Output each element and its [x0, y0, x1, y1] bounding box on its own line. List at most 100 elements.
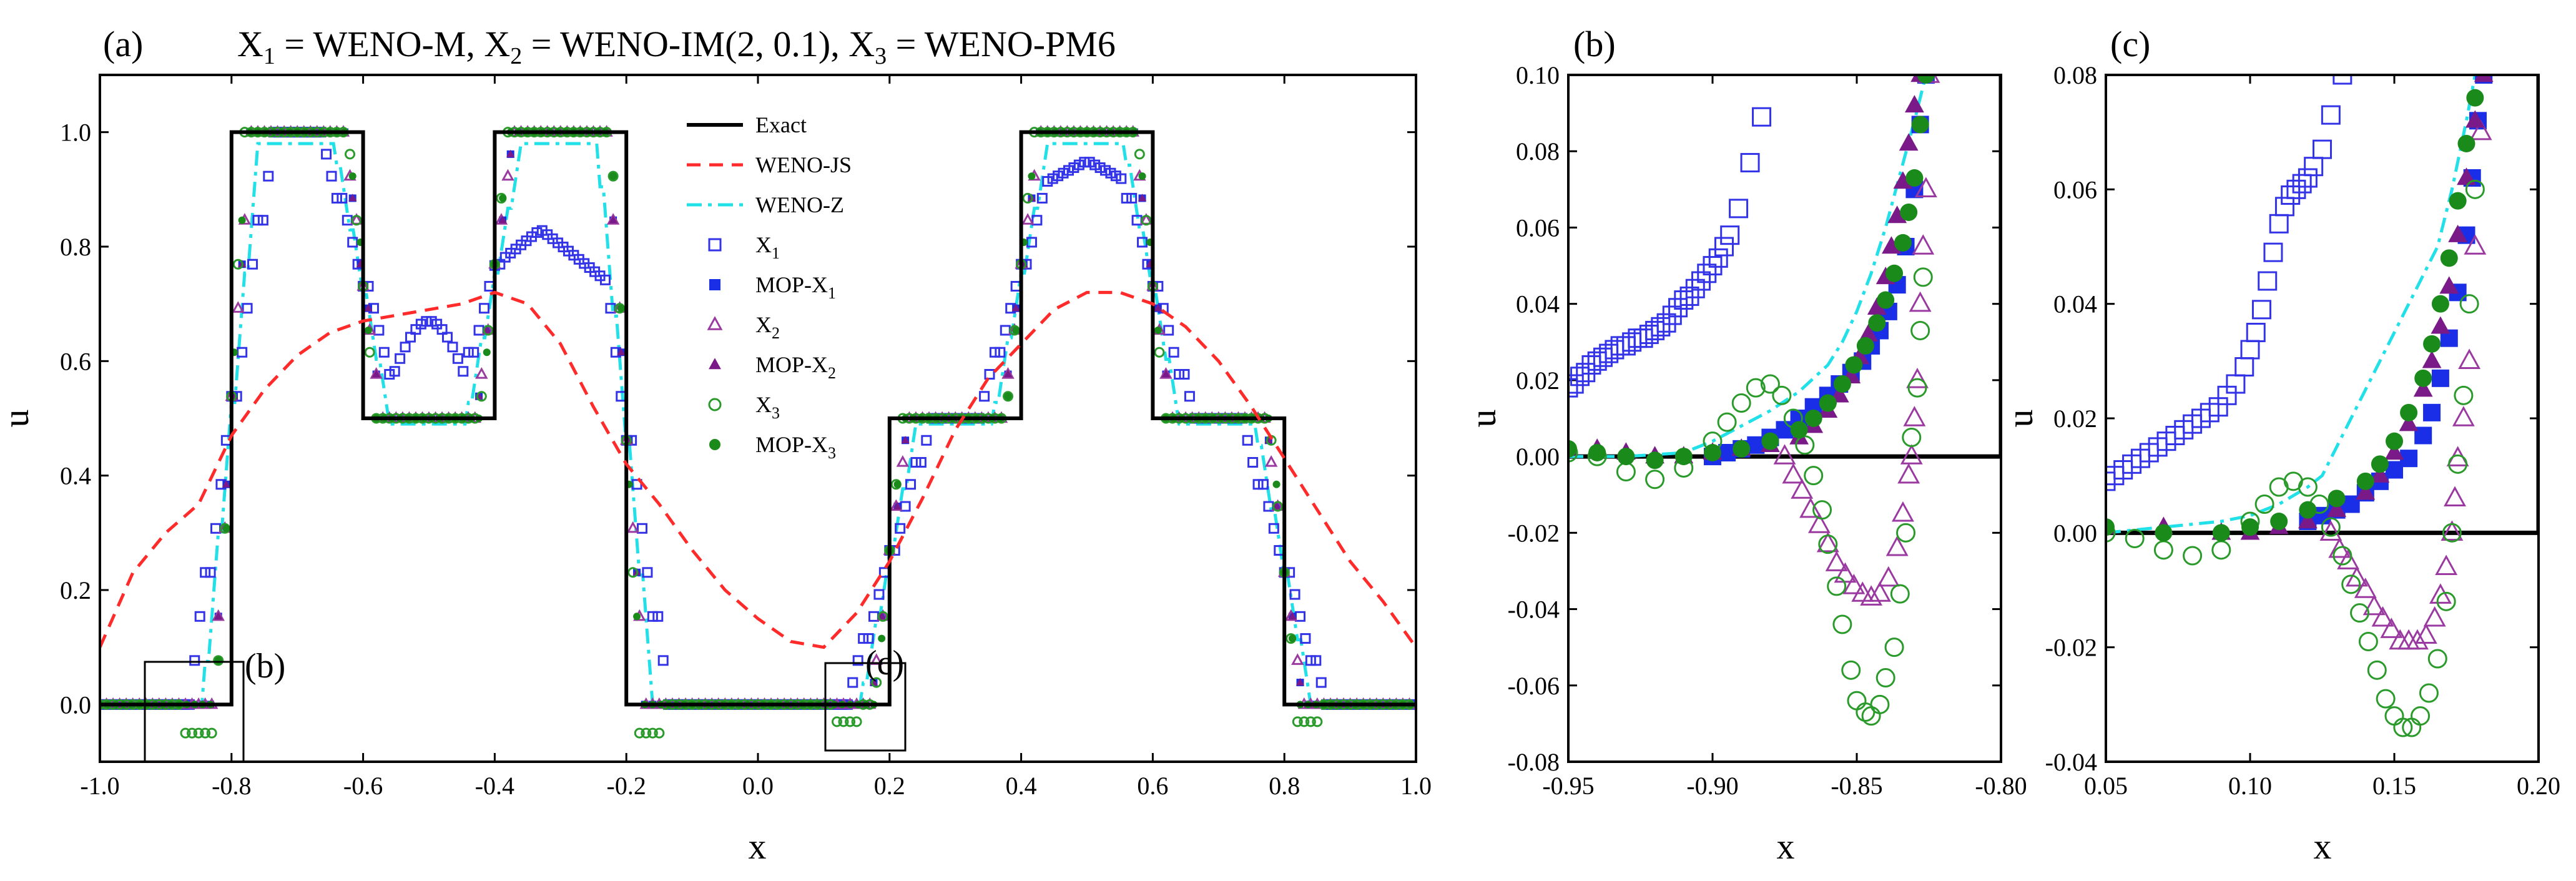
panel-a-legend: Exact WENO-JS WENO-Z X1 MOP-X1 X2 MOP-X2 X3 MOP-…: [687, 112, 852, 462]
point-x2: [1291, 653, 1304, 665]
panel-a-ticks: -1.0 -0.8 -0.6 -0.4 -0.2 0.0 0.2 0.4 0.6 0.8 1.0 0.…: [60, 75, 1432, 800]
point-x2: [2319, 520, 2342, 541]
y-tick-label: 0.02: [2053, 405, 2097, 433]
y-tick-label: -0.02: [1508, 519, 1560, 547]
point-x3: [2436, 591, 2456, 611]
x-tick-label: -0.85: [1831, 772, 1882, 800]
point-x1: [984, 368, 995, 380]
point-mop-x3: [1288, 634, 1296, 642]
point-x1: [1662, 305, 1682, 325]
point-x2: [1912, 234, 1935, 255]
point-x1: [1179, 368, 1190, 380]
point-x2: [2414, 623, 2437, 644]
point-mop-x3: [2457, 135, 2475, 152]
point-mop-x3: [348, 172, 356, 180]
x-tick-label: -0.8: [212, 772, 251, 800]
point-mop-x3: [2466, 89, 2484, 107]
point-mop-x2: [498, 215, 507, 224]
point-x3: [1913, 267, 1933, 287]
x-tick-label: -0.6: [343, 772, 383, 800]
point-x2: [1900, 444, 1923, 465]
point-x3: [2333, 546, 2352, 566]
point-x2: [1891, 501, 1914, 522]
point-x3: [1003, 391, 1014, 402]
point-x1: [2281, 185, 2301, 205]
point-x2: [1825, 551, 1848, 571]
point-x3: [1134, 149, 1145, 160]
point-x1: [1576, 363, 1596, 383]
point-x2: [1799, 497, 1822, 518]
point-x3: [641, 727, 652, 739]
legend-swatch: [709, 439, 720, 450]
y-tick-label: 0.04: [1516, 290, 1560, 318]
point-x3: [1731, 393, 1751, 413]
point-x1: [1720, 225, 1740, 245]
legend-swatch: [708, 398, 722, 411]
legend-item-x1: X1: [708, 232, 780, 262]
point-x3: [187, 727, 198, 739]
point-x3: [634, 727, 645, 739]
point-mop-x2: [1899, 133, 1919, 151]
y-tick-label: 0.06: [2053, 175, 2097, 204]
point-x2: [2406, 629, 2429, 650]
panel-a-series: [100, 125, 1416, 739]
point-x2: [1808, 513, 1831, 533]
point-x3: [364, 347, 375, 358]
point-x2: [1159, 367, 1172, 379]
point-x1: [1691, 271, 1711, 291]
point-x3: [647, 727, 658, 739]
point-x3: [1884, 637, 1904, 657]
point-mop-x3: [2241, 518, 2259, 536]
point-x1: [1679, 286, 1699, 306]
legend-label: MOP-X1: [755, 272, 836, 302]
point-x1: [2333, 75, 2352, 85]
point-x3: [1022, 192, 1033, 204]
point-x1: [378, 347, 390, 358]
point-mop-x2: [222, 480, 230, 488]
point-x3: [206, 727, 217, 739]
point-x1: [194, 611, 205, 622]
point-x1: [852, 655, 863, 666]
y-tick-label: -0.08: [1508, 748, 1560, 776]
point-mop-x3: [2431, 295, 2449, 313]
point-x3: [2393, 717, 2413, 737]
point-mop-x3: [1646, 451, 1664, 470]
y-tick-label: 0.08: [1516, 137, 1560, 165]
point-x1: [979, 391, 990, 402]
point-mop-x3: [878, 634, 886, 642]
point-mop-x1: [2423, 403, 2441, 421]
point-x1: [237, 347, 248, 358]
point-x2: [2354, 578, 2377, 598]
point-x2: [1773, 444, 1796, 465]
point-x1: [395, 353, 406, 364]
point-x1: [2240, 340, 2260, 360]
panel-c-ylabel: u: [2000, 410, 2040, 428]
point-mop-x2: [1161, 370, 1171, 378]
point-x1: [2246, 323, 2266, 342]
point-x1: [1708, 248, 1728, 268]
y-tick-label: 0.4: [60, 462, 91, 490]
point-mop-x3: [1856, 337, 1874, 355]
point-x1: [189, 655, 200, 666]
point-x1: [2274, 197, 2294, 217]
point-mop-x3: [1868, 314, 1886, 332]
panel-a: (a) X1 = WENO-M, X2 = WENO-IM(2, 0.1), X…: [0, 24, 1432, 867]
point-x2: [212, 609, 225, 621]
point-x1: [921, 435, 932, 446]
point-mop-x2: [617, 348, 626, 356]
point-x3: [2448, 454, 2468, 474]
point-x2: [2441, 520, 2464, 541]
point-x1: [479, 303, 490, 314]
point-mop-x3: [2400, 403, 2418, 421]
point-x1: [373, 325, 385, 336]
point-x3: [2358, 632, 2378, 651]
point-x1: [1568, 374, 1584, 394]
point-x2: [501, 169, 514, 181]
point-x3: [831, 716, 842, 727]
x-tick-label: 0.10: [2228, 772, 2272, 800]
point-mop-x2: [609, 215, 617, 224]
point-x2: [370, 367, 383, 379]
point-mop-x3: [2386, 432, 2403, 450]
point-mop-x3: [1833, 375, 1851, 393]
point-mop-x3: [1790, 421, 1808, 439]
